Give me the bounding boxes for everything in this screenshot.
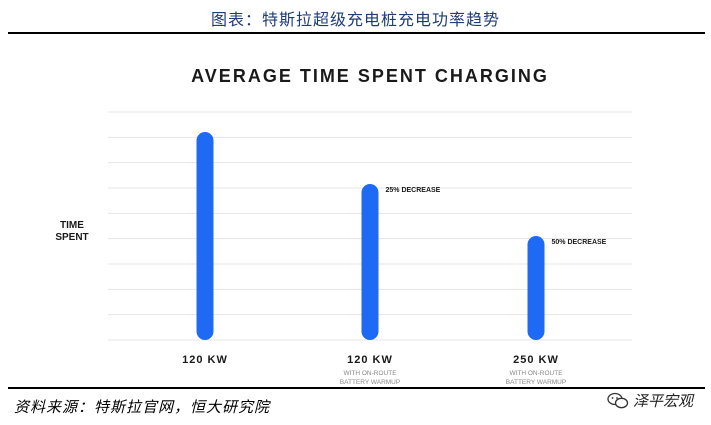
x-tick-label: 120 KW	[347, 354, 393, 366]
watermark-logo: 泽平宏观	[607, 390, 693, 411]
y-axis-label-line2: SPENT	[55, 232, 88, 243]
labels-group: 120 KW 25% DECREASE 120 KW WITH ON-ROUTE BAT…	[182, 187, 607, 385]
x-tick-label: 120 KW	[182, 354, 228, 366]
charging-time-chart: AVERAGE TIME SPENT CHARGING TIME SPENT 1…	[55, 66, 632, 385]
bar	[361, 184, 379, 340]
bar-annotation: 25% DECREASE	[386, 187, 441, 194]
watermark-text: 泽平宏观	[632, 392, 693, 410]
top-rule	[8, 32, 705, 34]
bottom-rule	[8, 387, 705, 389]
x-tick-sublabel: WITH ON-ROUTE	[509, 370, 563, 377]
bar	[196, 132, 214, 340]
x-tick-label: 250 KW	[513, 354, 559, 366]
y-axis-label-line1: TIME	[60, 220, 84, 231]
x-tick-sublabel: BATTERY WARMUP	[506, 379, 566, 385]
source-note: 资料来源：特斯拉官网，恒大研究院	[14, 398, 271, 416]
bar-annotation: 50% DECREASE	[552, 239, 607, 246]
figure-title: 图表：特斯拉超级充电桩充电功率趋势	[210, 10, 500, 29]
wechat-icon	[607, 392, 629, 408]
bar	[527, 236, 545, 340]
x-tick-sublabel: WITH ON-ROUTE	[343, 370, 397, 377]
x-tick-sublabel: BATTERY WARMUP	[340, 379, 400, 385]
bars-group	[196, 132, 545, 340]
chart-title: AVERAGE TIME SPENT CHARGING	[191, 66, 549, 86]
